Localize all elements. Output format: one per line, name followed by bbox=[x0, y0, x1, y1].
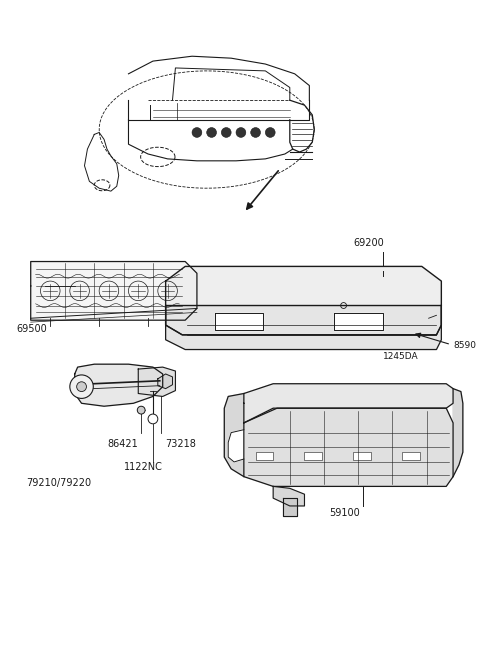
Circle shape bbox=[192, 127, 202, 137]
Circle shape bbox=[70, 375, 93, 398]
Text: 69500: 69500 bbox=[16, 324, 47, 334]
Polygon shape bbox=[138, 367, 175, 396]
Circle shape bbox=[77, 382, 86, 392]
Bar bbox=[255, 452, 273, 460]
Text: 59100: 59100 bbox=[329, 508, 360, 518]
Polygon shape bbox=[224, 394, 244, 476]
Polygon shape bbox=[283, 498, 297, 516]
Polygon shape bbox=[158, 374, 172, 389]
Text: 8590: 8590 bbox=[453, 340, 476, 350]
Text: 69200: 69200 bbox=[353, 238, 384, 248]
Bar bbox=[402, 452, 420, 460]
Polygon shape bbox=[244, 408, 453, 486]
Text: 73218: 73218 bbox=[166, 440, 196, 449]
Text: 79210/79220: 79210/79220 bbox=[26, 478, 91, 488]
Polygon shape bbox=[228, 430, 244, 462]
Text: 1122NC: 1122NC bbox=[123, 462, 162, 472]
Polygon shape bbox=[166, 267, 441, 306]
Circle shape bbox=[148, 414, 158, 424]
Bar bbox=[304, 452, 322, 460]
Polygon shape bbox=[244, 384, 453, 423]
Polygon shape bbox=[31, 261, 197, 320]
Polygon shape bbox=[166, 306, 441, 335]
Bar bbox=[353, 452, 371, 460]
Circle shape bbox=[236, 127, 246, 137]
Circle shape bbox=[221, 127, 231, 137]
Polygon shape bbox=[334, 313, 383, 330]
Text: 86421: 86421 bbox=[107, 440, 138, 449]
Polygon shape bbox=[453, 389, 463, 476]
Polygon shape bbox=[215, 313, 264, 330]
Circle shape bbox=[207, 127, 216, 137]
Text: 1245DA: 1245DA bbox=[383, 352, 418, 361]
Circle shape bbox=[251, 127, 261, 137]
Circle shape bbox=[265, 127, 275, 137]
Polygon shape bbox=[273, 486, 304, 506]
Polygon shape bbox=[166, 306, 441, 350]
Circle shape bbox=[137, 406, 145, 414]
Polygon shape bbox=[75, 364, 163, 406]
